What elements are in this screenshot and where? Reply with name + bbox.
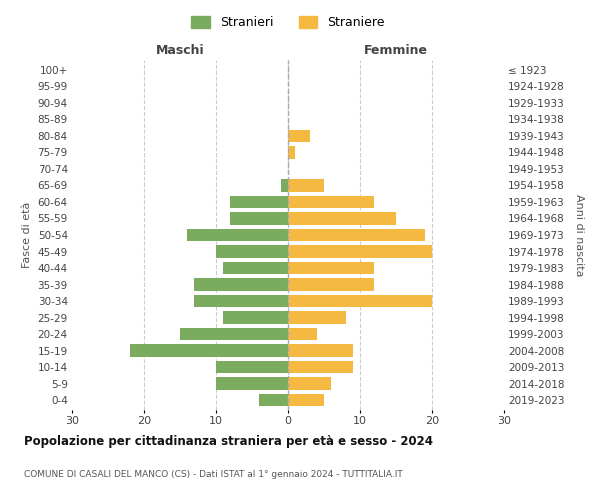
Bar [288,262,374,274]
Bar [288,378,331,390]
Text: Popolazione per cittadinanza straniera per età e sesso - 2024: Popolazione per cittadinanza straniera p… [24,435,433,448]
Bar [288,312,346,324]
Bar [288,246,432,258]
Bar [180,328,288,340]
Bar [187,229,288,241]
Bar [288,278,374,290]
Bar [288,212,396,224]
Y-axis label: Anni di nascita: Anni di nascita [574,194,584,276]
Bar [288,229,425,241]
Bar [288,328,317,340]
Bar [288,344,353,357]
Bar [230,212,288,224]
Bar [230,196,288,208]
Bar [259,394,288,406]
Bar [281,180,288,192]
Bar [288,130,310,142]
Bar [223,312,288,324]
Bar [194,278,288,290]
Text: Femmine: Femmine [364,44,428,57]
Bar [288,180,324,192]
Bar [194,295,288,307]
Bar [223,262,288,274]
Text: Maschi: Maschi [155,44,205,57]
Bar [288,196,374,208]
Legend: Stranieri, Straniere: Stranieri, Straniere [186,11,390,34]
Bar [288,146,295,158]
Bar [216,361,288,374]
Text: COMUNE DI CASALI DEL MANCO (CS) - Dati ISTAT al 1° gennaio 2024 - TUTTITALIA.IT: COMUNE DI CASALI DEL MANCO (CS) - Dati I… [24,470,403,479]
Y-axis label: Fasce di età: Fasce di età [22,202,32,268]
Bar [288,361,353,374]
Bar [216,378,288,390]
Bar [130,344,288,357]
Bar [288,394,324,406]
Bar [216,246,288,258]
Bar [288,295,432,307]
